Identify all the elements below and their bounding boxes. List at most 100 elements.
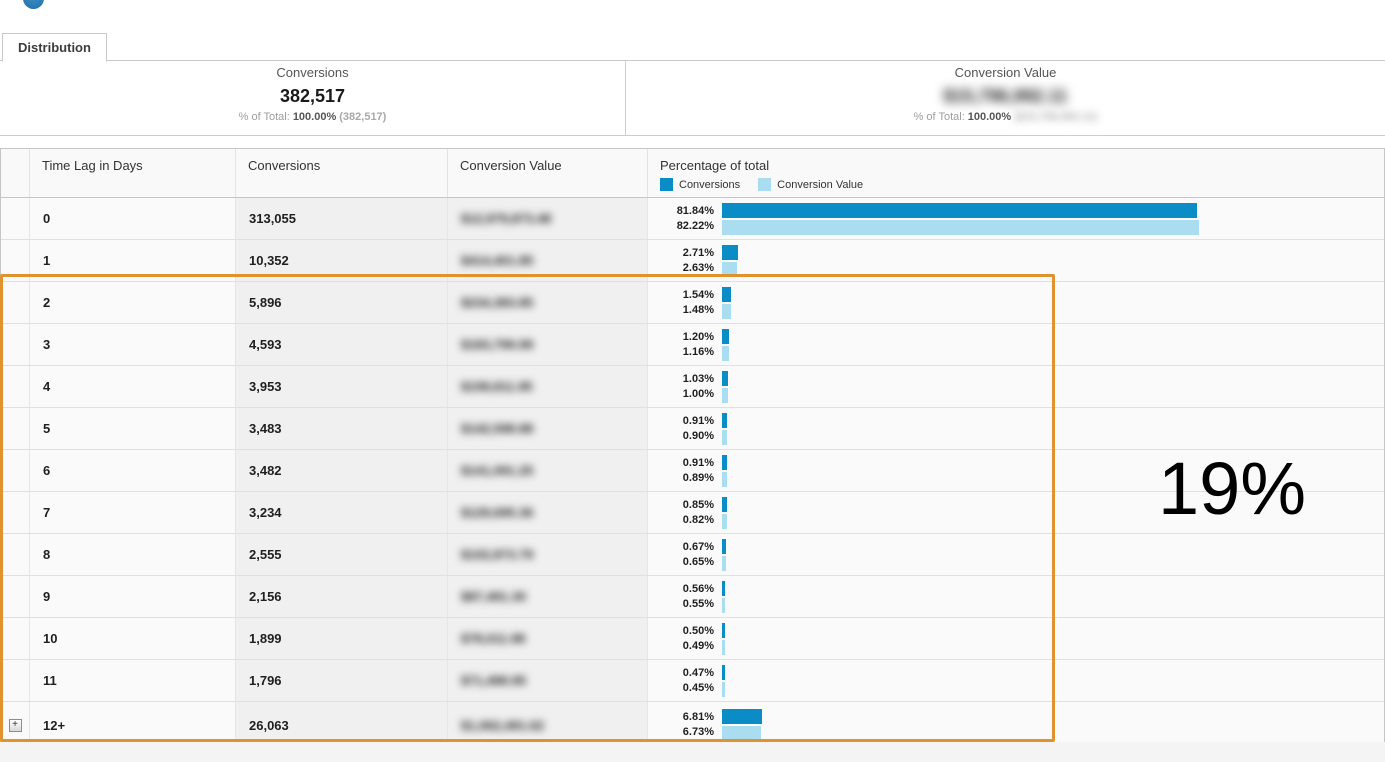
table-header-row: Time Lag in Days Conversions Conversion …: [1, 149, 1384, 198]
conversion-value-bar: [722, 261, 738, 277]
percentage-cell: 0.91% 0.89%: [647, 450, 1384, 491]
percentage-labels: 1.20% 1.16%: [648, 330, 714, 360]
conversion-value-blurred-text: $102,873.79: [461, 547, 534, 562]
conversion-value-bar: [722, 639, 725, 655]
conversions-legend-swatch-icon: [660, 178, 673, 191]
conversion-value-bar: [722, 387, 728, 403]
percentage-labels: 0.85% 0.82%: [648, 498, 714, 528]
expand-row-icon[interactable]: +: [8, 718, 22, 732]
percentage-bars: [722, 622, 725, 655]
percentage-cell: 0.56% 0.55%: [647, 576, 1384, 617]
percent-of-total-value: 100.00%: [967, 111, 1012, 123]
conversion-value-blurred-text: $87,491.30: [461, 589, 527, 604]
percentage-bars: [722, 370, 728, 403]
conversion-value-cell: $78,011.98: [447, 618, 647, 659]
tab-distribution[interactable]: Distribution: [2, 33, 107, 62]
tab-bar: Distribution: [0, 33, 1385, 62]
conversions-legend-label: Conversions: [679, 178, 741, 191]
row-expander-cell: [1, 660, 29, 701]
conversions-bar: [722, 454, 728, 470]
pct-conversions-label: 0.85%: [682, 498, 714, 511]
percentage-cell: 6.81% 6.73%: [647, 702, 1384, 748]
conversions-total-value: 382,517: [279, 86, 346, 106]
conversions-cell: 2,156: [235, 576, 447, 617]
conversions-bar: [722, 664, 725, 680]
row-expander-cell: [1, 618, 29, 659]
bar-legend: Conversions Conversion Value: [660, 178, 1384, 191]
time-lag-cell: 8: [29, 534, 235, 575]
row-expander-cell: [1, 492, 29, 533]
pct-conversions-label: 6.81%: [682, 711, 714, 723]
pct-conversion-value-label: 6.73%: [682, 726, 714, 738]
percentage-bars: [722, 286, 731, 319]
conversion-value-bar: [722, 681, 725, 697]
table-row: 7 3,234 $129,695.36 0.85% 0.82%: [1, 491, 1384, 533]
conversion-value-bar: [722, 597, 726, 613]
table-row: 1 10,352 $414,401.85 2.71% 2.63%: [1, 239, 1384, 281]
conversions-cell: 1,796: [235, 660, 447, 701]
table-row: 0 313,055 $12,979,873.48 81.84% 82.22%: [1, 198, 1384, 239]
cropped-blue-circle-icon: [23, 0, 44, 9]
conversion-value-cell: $71,498.95: [447, 660, 647, 701]
time-lag-cell: 4: [29, 366, 235, 407]
conversion-value-blurred-text: $78,011.98: [461, 631, 526, 646]
time-lag-cell: 3: [29, 324, 235, 365]
pct-conversions-label: 81.84%: [676, 204, 714, 217]
time-lag-cell: 6: [29, 450, 235, 491]
table-row: 6 3,482 $141,091.25 0.91% 0.89%: [1, 449, 1384, 491]
percentage-labels: 0.56% 0.55%: [648, 582, 714, 612]
row-expander-cell: [1, 240, 29, 281]
conversions-cell: 10,352: [235, 240, 447, 281]
conversion-value-bar: [722, 555, 726, 571]
column-header-conversion-value: Conversion Value: [447, 149, 647, 197]
conversions-bar: [722, 580, 726, 596]
pct-conversion-value-label: 0.90%: [682, 429, 714, 442]
percentage-of-total-title: Percentage of total: [660, 158, 770, 173]
row-expander-cell: [1, 282, 29, 323]
pct-conversions-label: 1.03%: [682, 372, 714, 385]
conversion-value-blurred-text: $141,091.25: [461, 463, 534, 478]
conversion-value-bar: [722, 345, 729, 361]
table-row: 11 1,796 $71,498.95 0.47% 0.45%: [1, 659, 1384, 701]
time-lag-cell: 1: [29, 240, 235, 281]
percentage-bars: [722, 580, 726, 613]
time-lag-cell: 2: [29, 282, 235, 323]
time-lag-cell: 10: [29, 618, 235, 659]
pct-conversions-label: 1.54%: [682, 288, 714, 301]
conversion-value-cell: $183,799.99: [447, 324, 647, 365]
percentage-cell: 0.50% 0.49%: [647, 618, 1384, 659]
table-row: 4 3,953 $158,811.95 1.03% 1.00%: [1, 365, 1384, 407]
pct-conversion-value-label: 1.00%: [682, 387, 714, 400]
conversion-value-blurred-text: $71,498.95: [461, 673, 527, 688]
conversions-cell: 4,593: [235, 324, 447, 365]
percentage-cell: 0.67% 0.65%: [647, 534, 1384, 575]
conversion-value-blurred-text: $129,695.36: [461, 505, 534, 520]
percentage-cell: 1.03% 1.00%: [647, 366, 1384, 407]
percentage-labels: 0.67% 0.65%: [648, 540, 714, 570]
percentage-cell: 2.71% 2.63%: [647, 240, 1384, 281]
expander-column-header: [1, 149, 29, 197]
time-lag-cell: 9: [29, 576, 235, 617]
pct-conversions-label: 2.71%: [682, 246, 714, 259]
percent-of-total-prefix: % of Total:: [913, 111, 965, 123]
conversions-cell: 313,055: [235, 198, 447, 239]
conversions-scorecard-label: Conversions: [276, 65, 349, 80]
conversions-bar: [722, 412, 728, 428]
conversion-value-cell: $129,695.36: [447, 492, 647, 533]
conversions-bar: [722, 496, 727, 512]
conversion-value-blurred-text: $1,062,491.62: [461, 717, 545, 733]
percentage-bars: [722, 538, 726, 571]
percentage-labels: 0.91% 0.90%: [648, 414, 714, 444]
pct-conversions-label: 0.91%: [682, 456, 714, 469]
time-lag-cell: 5: [29, 408, 235, 449]
table-row: 3 4,593 $183,799.99 1.20% 1.16%: [1, 323, 1384, 365]
pct-conversion-value-label: 0.49%: [682, 639, 714, 652]
conversion-value-legend-swatch-icon: [758, 178, 772, 191]
time-lag-cell: 0: [29, 198, 235, 239]
percent-of-total-value: 100.00%: [292, 111, 337, 123]
pct-conversions-label: 0.67%: [682, 540, 714, 553]
conversion-value-blurred-text: $158,811.95: [461, 379, 533, 394]
pct-conversion-value-label: 1.48%: [682, 303, 714, 316]
conversions-bar: [722, 244, 738, 260]
conversion-value-percent-of-total: % of Total: 100.00% ($15,796,992.11): [626, 111, 1385, 123]
